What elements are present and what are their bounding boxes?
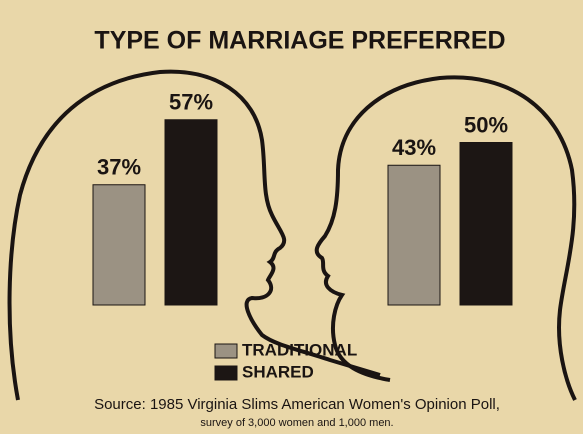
- value-label: 50%: [464, 112, 508, 137]
- legend-swatch: [215, 366, 237, 380]
- legend-label: TRADITIONAL: [242, 340, 357, 359]
- note: survey of 3,000 women and 1,000 men.: [200, 417, 393, 429]
- bar: [460, 143, 512, 306]
- source: Source: 1985 Virginia Slims American Wom…: [94, 396, 500, 413]
- value-label: 43%: [392, 135, 436, 160]
- chart: TYPE OF MARRIAGE PREFERRED Source: 1985 …: [0, 0, 583, 434]
- chart-title: TYPE OF MARRIAGE PREFERRED: [94, 27, 505, 55]
- value-label: 57%: [169, 90, 213, 115]
- value-label: 37%: [97, 155, 141, 180]
- bar: [165, 120, 217, 305]
- bar: [93, 185, 145, 305]
- legend-swatch: [215, 344, 237, 358]
- legend-label: SHARED: [242, 362, 314, 381]
- bar: [388, 165, 440, 305]
